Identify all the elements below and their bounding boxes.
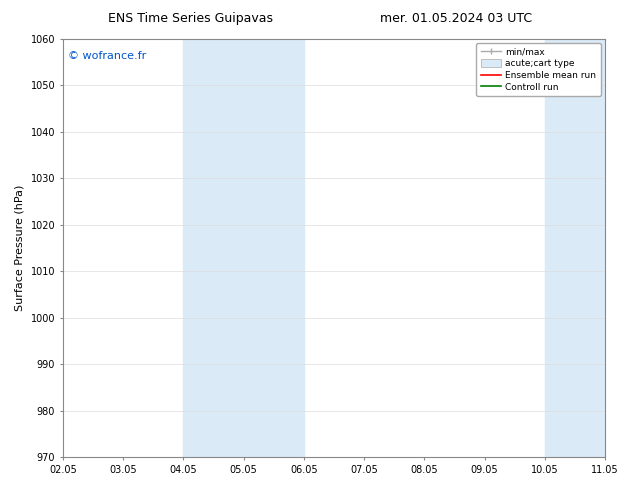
Bar (183, 39, 304, 457)
Text: © wofrance.fr: © wofrance.fr (68, 51, 146, 61)
Y-axis label: Surface Pressure (hPa): Surface Pressure (hPa) (15, 185, 25, 311)
Text: mer. 01.05.2024 03 UTC: mer. 01.05.2024 03 UTC (380, 12, 533, 25)
Legend: min/max, acute;cart type, Ensemble mean run, Controll run: min/max, acute;cart type, Ensemble mean … (476, 43, 600, 96)
Text: ENS Time Series Guipavas: ENS Time Series Guipavas (108, 12, 273, 25)
Bar (545, 39, 605, 457)
